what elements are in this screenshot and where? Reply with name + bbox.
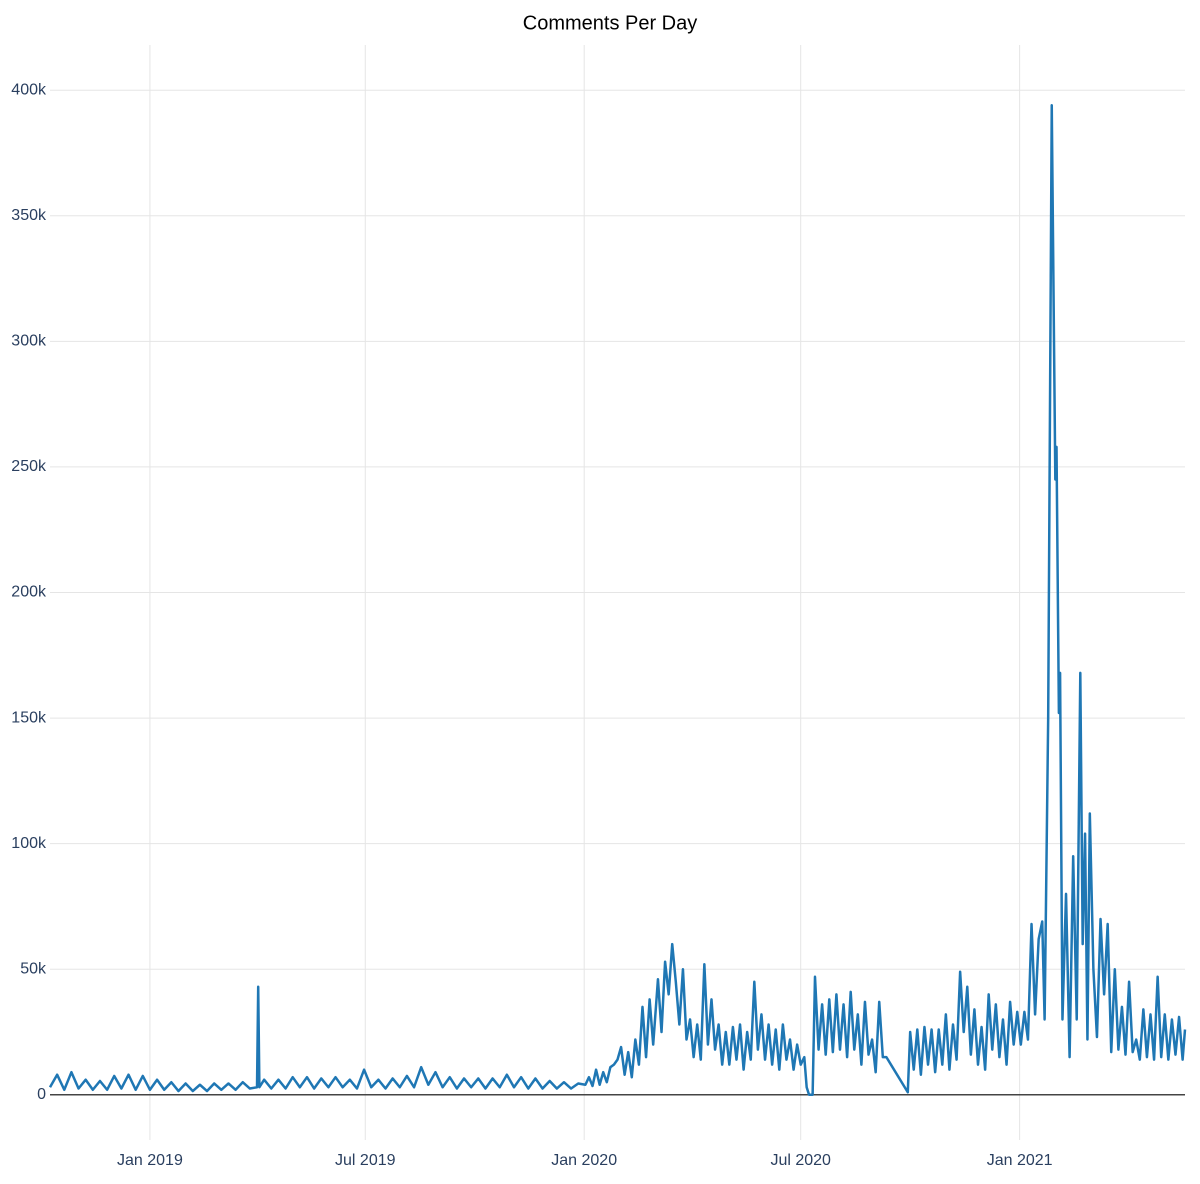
series-line bbox=[48, 104, 1187, 1097]
x-tick-label: Jan 2020 bbox=[551, 1152, 617, 1169]
y-tick-label: 100k bbox=[11, 835, 47, 852]
x-tick-label: Jul 2020 bbox=[770, 1152, 831, 1169]
chart-title: Comments Per Day bbox=[523, 12, 698, 34]
x-tick-label: Jul 2019 bbox=[335, 1152, 396, 1169]
y-tick-label: 300k bbox=[11, 333, 47, 350]
y-tick-label: 50k bbox=[20, 960, 47, 977]
y-tick-label: 350k bbox=[11, 207, 47, 224]
y-tick-label: 400k bbox=[11, 81, 47, 98]
y-tick-label: 200k bbox=[11, 584, 47, 601]
y-tick-label: 150k bbox=[11, 709, 47, 726]
x-tick-label: Jan 2019 bbox=[117, 1152, 183, 1169]
y-tick-label: 250k bbox=[11, 458, 47, 475]
x-tick-label: Jan 2021 bbox=[987, 1152, 1053, 1169]
y-tick-label: 0 bbox=[37, 1086, 46, 1103]
